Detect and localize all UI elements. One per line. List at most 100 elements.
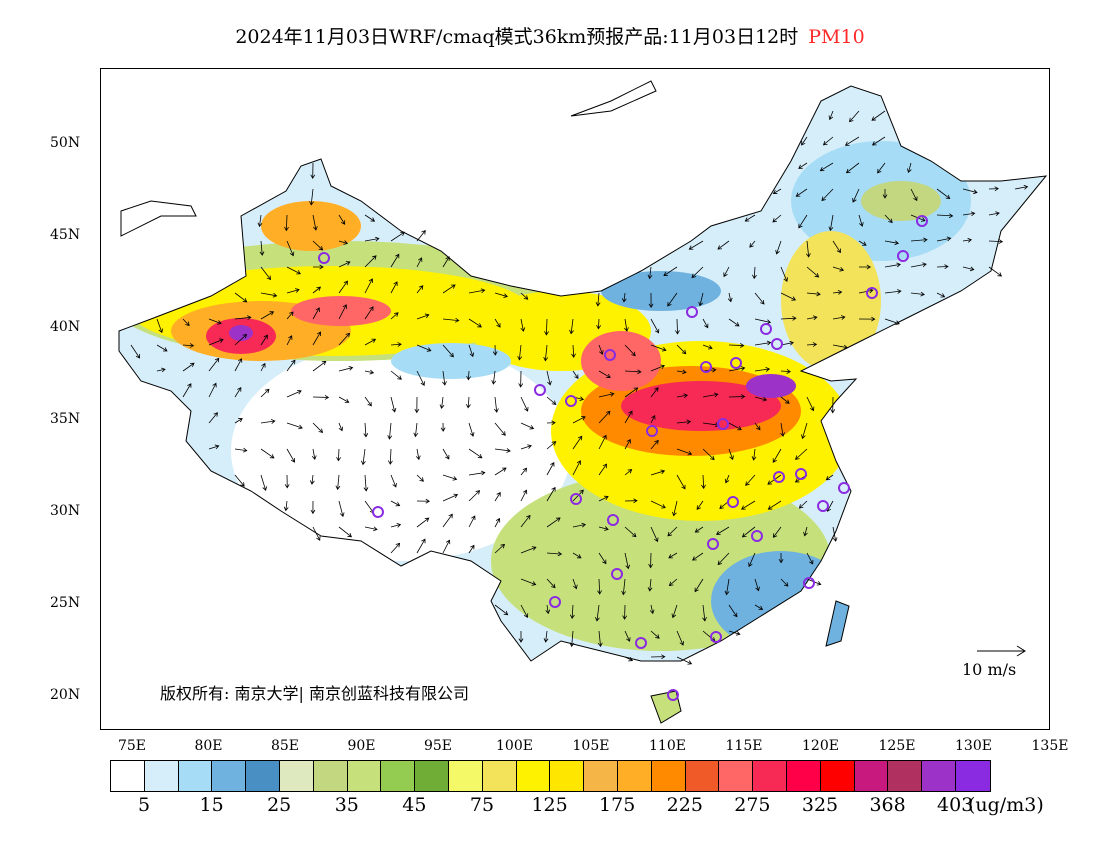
wind-arrow xyxy=(468,318,482,328)
colorbar-swatch xyxy=(111,761,145,791)
wind-arrow xyxy=(546,441,557,450)
wind-arrow xyxy=(910,262,927,268)
wind-arrow xyxy=(663,266,678,276)
wind-arrow xyxy=(668,552,678,559)
wind-arrow xyxy=(598,552,607,565)
wind-arrow xyxy=(717,552,730,566)
wind-arrow xyxy=(338,366,354,372)
wind-arrow xyxy=(624,369,642,375)
hainan xyxy=(650,690,682,724)
city-marker xyxy=(570,493,582,505)
wind-arrow xyxy=(728,366,746,372)
colorbar-swatch xyxy=(820,761,855,791)
wind-arrow xyxy=(819,162,834,172)
city-marker xyxy=(751,530,763,542)
wind-arrow xyxy=(466,370,471,381)
wind-arrow xyxy=(439,396,445,410)
wind-arrow xyxy=(156,367,166,373)
wind-arrow xyxy=(440,422,446,432)
wind-arrow xyxy=(546,517,561,528)
wind-arrow xyxy=(416,370,425,386)
colorbar-swatch xyxy=(482,761,517,791)
wind-arrow xyxy=(286,266,301,275)
wind-arrow xyxy=(571,344,576,358)
wind-arrow xyxy=(775,240,782,255)
wind-arrow xyxy=(598,410,611,424)
lon-label: 80E xyxy=(194,738,223,754)
wind-arrow xyxy=(906,162,912,174)
lat-label: 20N xyxy=(50,687,81,703)
wind-arrow xyxy=(828,214,834,232)
wind-arrow xyxy=(803,526,808,537)
city-marker xyxy=(534,384,546,396)
colorbar-label: 5 xyxy=(137,794,151,816)
wind-arrow xyxy=(858,264,872,270)
wind-arrow xyxy=(724,578,730,596)
wind-arrow xyxy=(520,422,535,430)
wind-arrow xyxy=(338,214,346,225)
colorbar-swatch xyxy=(753,761,787,791)
wind-arrow xyxy=(312,214,318,231)
wind-arrow xyxy=(182,383,192,398)
wind-arrow xyxy=(312,307,320,320)
wind-arrow xyxy=(413,422,419,438)
lat-label: 40N xyxy=(50,319,81,335)
city-marker xyxy=(646,425,658,437)
colorbar-label: 15 xyxy=(199,794,224,816)
colorbar-swatch xyxy=(144,761,179,791)
wind-arrow xyxy=(442,448,450,460)
wind-arrow xyxy=(442,284,456,294)
wind-arrow xyxy=(312,360,327,372)
wind-arrow xyxy=(182,362,195,372)
wind-arrow xyxy=(309,474,315,485)
lon-label: 115E xyxy=(725,738,763,754)
wind-arrow xyxy=(442,513,453,528)
wind-arrow xyxy=(364,306,374,320)
wind-arrow xyxy=(494,422,506,436)
wind-arrow xyxy=(832,315,846,320)
wind-arrow xyxy=(364,255,377,268)
colorbar-label: 275 xyxy=(734,794,771,816)
wind-arrow xyxy=(754,604,764,610)
pm10-map xyxy=(118,80,1047,724)
wind-arrow xyxy=(283,500,289,512)
wind-arrow xyxy=(801,422,808,440)
wind-arrow xyxy=(208,357,220,372)
pollutant-label: PM10 xyxy=(808,26,865,48)
wind-arrow xyxy=(828,110,834,121)
wind-arrow xyxy=(494,467,507,476)
wind-arrow xyxy=(780,266,788,283)
wind-arrow xyxy=(546,370,552,386)
wind-arrow xyxy=(647,578,653,592)
wind-arrow xyxy=(884,289,902,294)
wind-arrow xyxy=(338,526,352,538)
colorbar-swatch xyxy=(955,761,990,791)
city-marker xyxy=(730,357,742,369)
wind-arrow xyxy=(702,318,709,329)
wind-arrow xyxy=(801,136,808,146)
colorbar-swatch xyxy=(381,761,416,791)
wind-arrow xyxy=(754,292,765,305)
wind-arrow xyxy=(286,240,295,257)
wind-arrow xyxy=(260,334,268,346)
colorbar-swatch xyxy=(685,761,720,791)
colorbar-swatch xyxy=(178,761,213,791)
wind-arrow xyxy=(390,231,405,242)
wind-arrow xyxy=(668,578,678,587)
wind-arrow xyxy=(494,396,499,413)
wind-arrow xyxy=(546,486,556,502)
wind-arrow xyxy=(650,364,665,372)
wind-arrow xyxy=(749,240,756,248)
wind-arrow xyxy=(494,448,511,453)
colorbar-label: 368 xyxy=(869,794,906,816)
wind-arrow xyxy=(364,369,375,375)
lon-label: 75E xyxy=(117,738,147,754)
colorbar-label: 125 xyxy=(531,794,568,816)
wind-arrow xyxy=(672,500,678,517)
wind-arrow xyxy=(910,237,928,243)
wind-arrow xyxy=(415,448,421,461)
wind-arrow xyxy=(390,474,397,488)
wind-arrow xyxy=(844,136,860,146)
wind-arrow xyxy=(572,489,584,502)
wind-arrow xyxy=(598,434,607,450)
